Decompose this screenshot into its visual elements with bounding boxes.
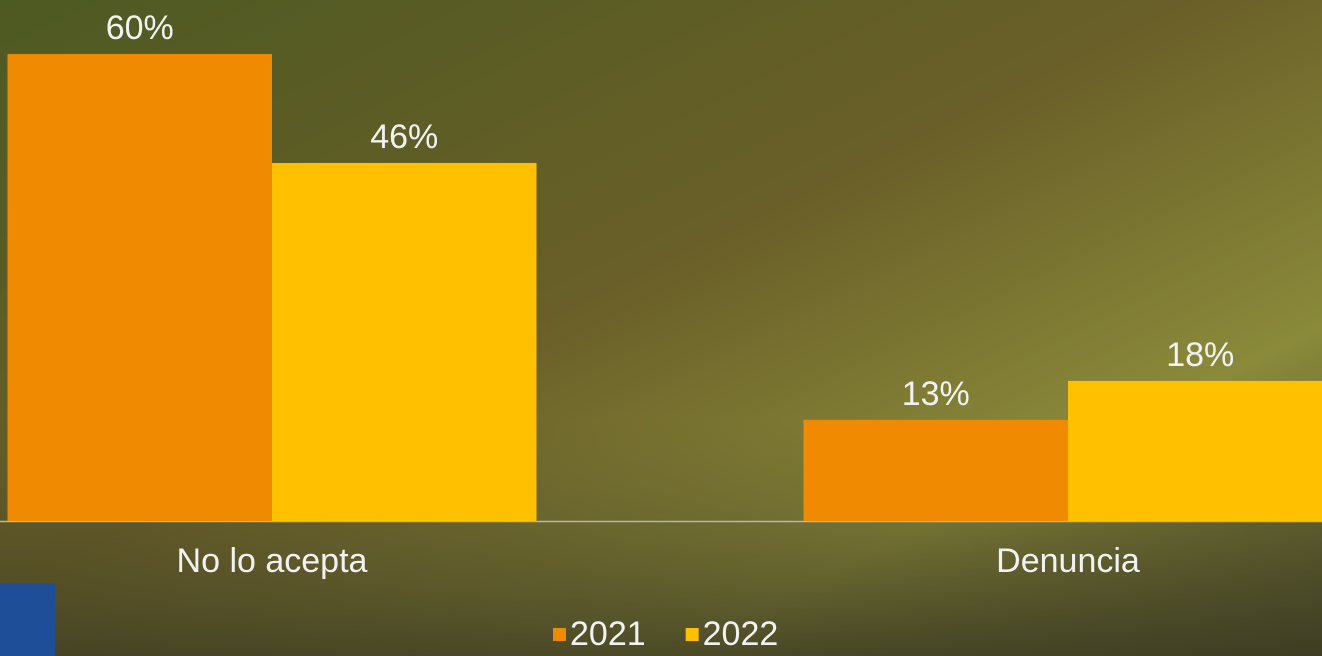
bar bbox=[7, 54, 272, 521]
value-label: 13% bbox=[902, 375, 970, 413]
legend-label: 2022 bbox=[703, 615, 779, 653]
legend-label: 2021 bbox=[570, 615, 646, 653]
bar bbox=[1068, 380, 1322, 521]
bar bbox=[803, 419, 1068, 521]
value-label: 18% bbox=[1166, 336, 1234, 374]
legend-swatch bbox=[553, 628, 566, 641]
x-tick-label: No lo acepta bbox=[177, 542, 368, 580]
value-label: 46% bbox=[370, 118, 438, 156]
value-label: 60% bbox=[106, 9, 174, 47]
legend-swatch bbox=[685, 628, 699, 641]
bar bbox=[272, 162, 537, 521]
x-tick-label: Denuncia bbox=[996, 542, 1140, 580]
corner-block bbox=[0, 583, 55, 656]
